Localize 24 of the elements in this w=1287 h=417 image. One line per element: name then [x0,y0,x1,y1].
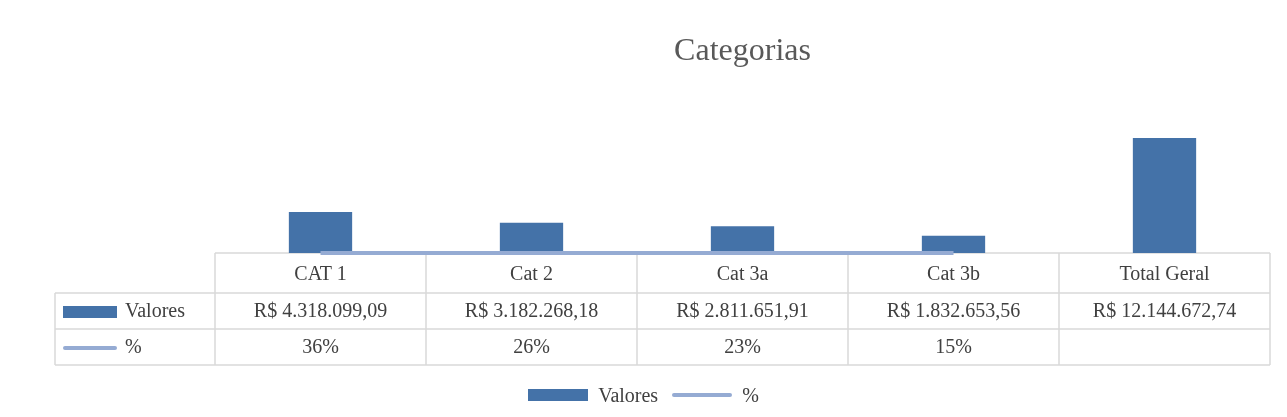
bar [710,226,775,253]
bar [1132,137,1197,253]
legend-label: % [742,383,759,407]
text: % [125,335,142,358]
x-tick-label: Cat 2 [510,262,553,285]
data-label: R$ 12.144.672,74 [1092,299,1237,322]
data-label: R$ 2.811.651,91 [676,299,809,322]
text: Valores [598,383,659,406]
data-label: 26% [513,335,550,358]
x-tick-label: CAT 1 [294,262,347,285]
legend-label: Valores [125,299,186,322]
data-label: 15% [935,335,972,358]
bar [921,235,986,253]
x-tick-label: Cat 3a [716,262,769,285]
data-label: R$ 4.318.099,09 [253,299,388,322]
data-label: 36% [302,335,339,358]
chart-title: Categorias [674,30,811,67]
x-tick-label: Total Geral [1119,262,1211,285]
x-tick-label: Cat 3b [927,262,980,285]
bar [499,222,564,253]
data-label: R$ 3.182.268,18 [464,299,599,322]
data-label: R$ 1.832.653,56 [886,299,1021,322]
data-label: 23% [724,335,761,358]
bar [288,212,353,253]
